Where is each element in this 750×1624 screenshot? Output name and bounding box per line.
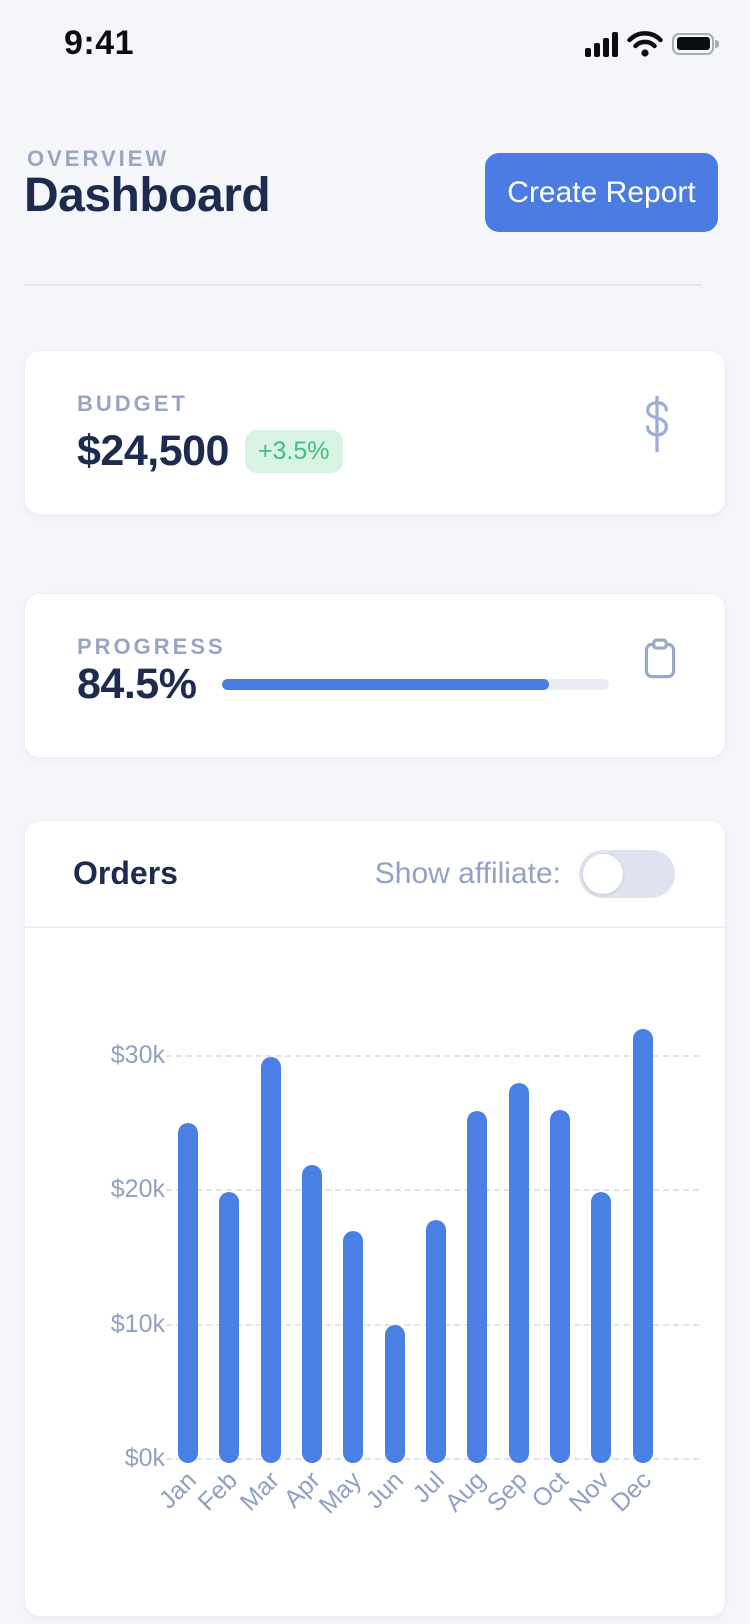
chart-bar-jun[interactable] — [384, 1324, 405, 1463]
chart-bar-mar[interactable] — [260, 1057, 281, 1463]
toggle-knob — [583, 853, 623, 894]
page-title: Dashboard — [24, 169, 271, 222]
y-axis-tick-label: $10k — [110, 1309, 165, 1338]
progress-card: PROGRESS 84.5% — [24, 593, 726, 758]
chart-bar-jan[interactable] — [178, 1123, 198, 1463]
chart-bar-sep[interactable] — [508, 1082, 529, 1463]
y-axis-tick-label: $20k — [110, 1175, 165, 1203]
progress-value: 84.5% — [77, 659, 197, 708]
chart-bar-feb[interactable] — [219, 1191, 240, 1463]
chart-bar-oct[interactable] — [550, 1109, 571, 1463]
budget-label: BUDGET — [77, 391, 188, 416]
dollar-icon — [645, 395, 669, 453]
y-axis-tick-label: $30k — [110, 1040, 165, 1069]
y-gridline — [166, 1054, 699, 1057]
chart-bar-may[interactable] — [343, 1230, 364, 1463]
chart-bar-dec[interactable] — [632, 1028, 653, 1463]
status-icons — [585, 30, 719, 57]
budget-value: $24,500 — [77, 427, 229, 475]
budget-delta-badge: +3.5% — [244, 430, 343, 473]
orders-title: Orders — [73, 855, 178, 891]
y-axis-tick-label: $0k — [124, 1444, 165, 1472]
status-time: 9:41 — [64, 24, 135, 62]
create-report-button[interactable]: Create Report — [485, 153, 718, 232]
progress-bar-track — [222, 678, 610, 690]
header-divider — [24, 284, 702, 286]
chart-bar-nov[interactable] — [591, 1191, 612, 1463]
progress-label: PROGRESS — [77, 634, 226, 659]
orders-card-header: Orders Show affiliate: — [25, 821, 725, 926]
orders-card: Orders Show affiliate: $0k $10k $20k $30k Ja… — [24, 820, 726, 1617]
overview-eyebrow: OVERVIEW — [27, 146, 170, 171]
battery-icon — [672, 32, 719, 55]
cellular-signal-icon — [585, 31, 618, 57]
orders-chart: $0k $10k $20k $30k Jan Feb Mar Apr May Jun Jul Aug S… — [25, 926, 725, 1618]
chart-bar-jul[interactable] — [426, 1219, 447, 1463]
show-affiliate-toggle[interactable] — [579, 849, 675, 898]
clipboard-icon — [644, 638, 676, 679]
budget-card: BUDGET $24,500 +3.5% — [24, 350, 726, 515]
orders-card-divider — [25, 926, 725, 928]
chart-bar-apr[interactable] — [302, 1164, 323, 1463]
chart-bar-aug[interactable] — [467, 1110, 488, 1463]
show-affiliate-label: Show affiliate: — [374, 856, 561, 890]
y-gridline — [166, 1189, 699, 1191]
wifi-icon — [627, 31, 663, 57]
progress-bar-fill — [222, 678, 550, 690]
